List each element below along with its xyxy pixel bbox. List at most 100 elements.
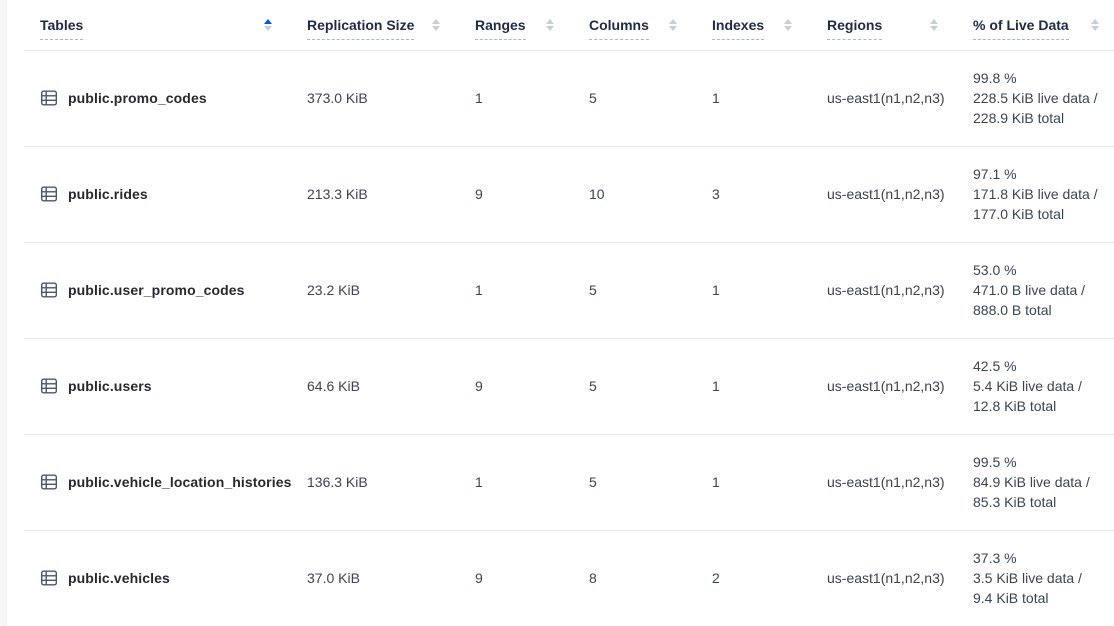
live-total-amount: 177.0 KiB total (973, 206, 1065, 222)
columns-cell: 5 (589, 50, 712, 147)
ranges-cell: 1 (475, 434, 589, 531)
live-percent: 42.5 % (973, 358, 1017, 374)
column-header-indexes[interactable]: Indexes (712, 0, 827, 51)
regions-cell: us-east1(n1,n2,n3) (827, 146, 973, 243)
live-data-amount: 3.5 KiB live data / (973, 570, 1082, 586)
table-name-cell: public.vehicles (24, 530, 307, 626)
table-name-cell: public.user_promo_codes (24, 242, 307, 339)
sort-arrows-icon[interactable] (784, 18, 793, 31)
table-link[interactable]: public.user_promo_codes (40, 281, 307, 299)
live-percent: 97.1 % (973, 166, 1017, 182)
ranges-cell: 9 (475, 146, 589, 243)
regions-cell: us-east1(n1,n2,n3) (827, 530, 973, 626)
table-name[interactable]: public.rides (68, 186, 148, 202)
column-header-columns[interactable]: Columns (589, 0, 712, 51)
table-link[interactable]: public.promo_codes (40, 89, 307, 107)
page-left-gutter (0, 0, 7, 626)
column-header-label: Indexes (712, 16, 765, 40)
live-data-amount: 5.4 KiB live data / (973, 378, 1082, 394)
indexes-cell: 1 (712, 338, 827, 435)
column-header-label: Regions (827, 16, 883, 40)
column-header-label: Tables (40, 16, 84, 40)
column-header-live-data[interactable]: % of Live Data (973, 0, 1114, 51)
table-body: public.promo_codes 373.0 KiB 1 5 1 us-ea… (24, 50, 1114, 626)
column-header-label: Columns (589, 16, 649, 40)
table-link[interactable]: public.rides (40, 185, 307, 203)
live-percent: 99.8 % (973, 70, 1017, 86)
table-row: public.user_promo_codes 23.2 KiB 1 5 1 u… (24, 242, 1114, 339)
column-header-label: Replication Size (307, 16, 415, 40)
sort-arrows-icon[interactable] (264, 18, 273, 31)
live-total-amount: 85.3 KiB total (973, 494, 1057, 510)
live-data-cell: 53.0 % 471.0 B live data / 888.0 B total (973, 242, 1114, 339)
indexes-cell: 3 (712, 146, 827, 243)
table-row: public.promo_codes 373.0 KiB 1 5 1 us-ea… (24, 50, 1114, 147)
sort-arrows-icon[interactable] (669, 18, 678, 31)
columns-cell: 5 (589, 434, 712, 531)
regions-cell: us-east1(n1,n2,n3) (827, 242, 973, 339)
table-row: public.rides 213.3 KiB 9 10 3 us-east1(n… (24, 146, 1114, 243)
replication-size-cell: 37.0 KiB (307, 530, 475, 626)
table-name[interactable]: public.vehicles (68, 570, 170, 586)
table-header-row: Tables Replication Size Ranges (24, 0, 1114, 51)
ranges-cell: 1 (475, 50, 589, 147)
sort-arrows-icon[interactable] (1091, 18, 1100, 31)
regions-cell: us-east1(n1,n2,n3) (827, 434, 973, 531)
sort-arrows-icon[interactable] (432, 18, 441, 31)
live-total-amount: 888.0 B total (973, 302, 1052, 318)
indexes-cell: 1 (712, 50, 827, 147)
live-percent: 53.0 % (973, 262, 1017, 278)
table-row: public.vehicles 37.0 KiB 9 8 2 us-east1(… (24, 530, 1114, 626)
table-row: public.users 64.6 KiB 9 5 1 us-east1(n1,… (24, 338, 1114, 435)
table-link[interactable]: public.users (40, 377, 307, 395)
table-grid-icon (40, 185, 58, 203)
regions-cell: us-east1(n1,n2,n3) (827, 50, 973, 147)
replication-size-cell: 136.3 KiB (307, 434, 475, 531)
replication-size-cell: 64.6 KiB (307, 338, 475, 435)
columns-cell: 8 (589, 530, 712, 626)
live-data-cell: 99.8 % 228.5 KiB live data / 228.9 KiB t… (973, 50, 1114, 147)
indexes-cell: 1 (712, 434, 827, 531)
database-tables-table: Tables Replication Size Ranges (24, 0, 1114, 626)
sort-arrows-icon[interactable] (546, 18, 555, 31)
live-data-amount: 228.5 KiB live data / (973, 90, 1098, 106)
replication-size-cell: 23.2 KiB (307, 242, 475, 339)
table-link[interactable]: public.vehicles (40, 569, 307, 587)
replication-size-cell: 373.0 KiB (307, 50, 475, 147)
column-header-label: % of Live Data (973, 16, 1069, 40)
table-name[interactable]: public.promo_codes (68, 90, 207, 106)
table-name-cell: public.users (24, 338, 307, 435)
ranges-cell: 9 (475, 338, 589, 435)
live-percent: 37.3 % (973, 550, 1017, 566)
column-header-tables[interactable]: Tables (24, 0, 307, 51)
columns-cell: 5 (589, 242, 712, 339)
live-total-amount: 12.8 KiB total (973, 398, 1057, 414)
live-total-amount: 9.4 KiB total (973, 590, 1049, 606)
column-header-regions[interactable]: Regions (827, 0, 973, 51)
table-link[interactable]: public.vehicle_location_histories (40, 473, 307, 491)
regions-cell: us-east1(n1,n2,n3) (827, 338, 973, 435)
live-data-cell: 37.3 % 3.5 KiB live data / 9.4 KiB total (973, 530, 1114, 626)
column-header-label: Ranges (475, 16, 526, 40)
indexes-cell: 2 (712, 530, 827, 626)
table-name-cell: public.rides (24, 146, 307, 243)
table-name[interactable]: public.vehicle_location_histories (68, 474, 292, 490)
table-grid-icon (40, 473, 58, 491)
column-header-replication-size[interactable]: Replication Size (307, 0, 475, 51)
column-header-ranges[interactable]: Ranges (475, 0, 589, 51)
columns-cell: 10 (589, 146, 712, 243)
table-name[interactable]: public.user_promo_codes (68, 282, 245, 298)
table-grid-icon (40, 569, 58, 587)
sort-arrows-icon[interactable] (930, 18, 939, 31)
table-grid-icon (40, 281, 58, 299)
ranges-cell: 1 (475, 242, 589, 339)
table-name-cell: public.promo_codes (24, 50, 307, 147)
live-data-amount: 84.9 KiB live data / (973, 474, 1090, 490)
live-data-cell: 97.1 % 171.8 KiB live data / 177.0 KiB t… (973, 146, 1114, 243)
table-grid-icon (40, 89, 58, 107)
table-name[interactable]: public.users (68, 378, 152, 394)
live-data-cell: 42.5 % 5.4 KiB live data / 12.8 KiB tota… (973, 338, 1114, 435)
live-total-amount: 228.9 KiB total (973, 110, 1065, 126)
tables-list-panel: Tables Replication Size Ranges (24, 0, 1114, 626)
